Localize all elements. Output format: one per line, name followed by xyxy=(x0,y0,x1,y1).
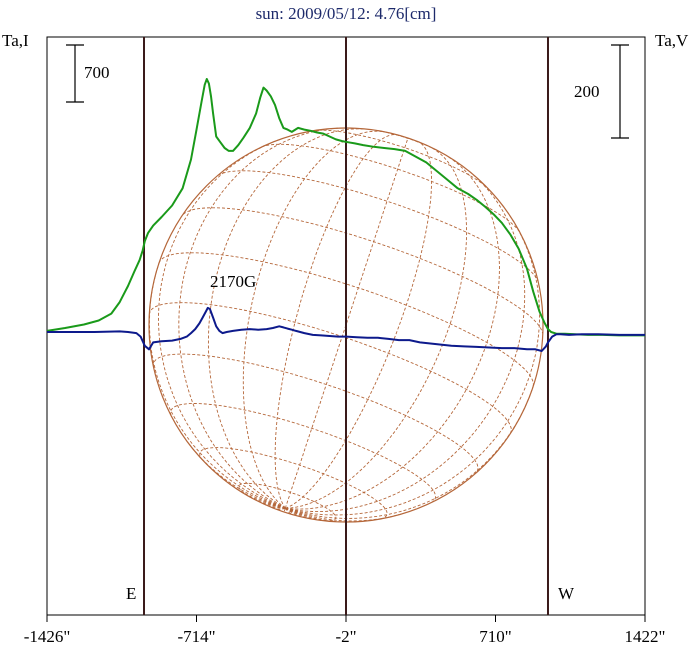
scale-left-label: 700 xyxy=(84,63,110,82)
longitude-line xyxy=(274,134,398,509)
scale-right-label: 200 xyxy=(574,82,600,101)
active-region-annotation: 2170G xyxy=(210,272,256,291)
longitude-line xyxy=(285,155,500,510)
latitude-line xyxy=(376,129,438,151)
longitude-line xyxy=(178,127,339,509)
longitude-line xyxy=(285,213,541,516)
longitude-line xyxy=(283,508,286,512)
longitude-line xyxy=(285,147,468,509)
latitude-line xyxy=(313,129,489,189)
latitude-line xyxy=(183,207,544,334)
longitude-line xyxy=(285,141,433,509)
latitude-line xyxy=(152,353,479,474)
longitude-line xyxy=(158,138,286,509)
x-tick-label: -714" xyxy=(177,627,215,646)
longitude-line xyxy=(285,386,534,519)
chart-title: sun: 2009/05/12: 4.76[cm] xyxy=(256,4,437,23)
latitude-line xyxy=(261,143,521,234)
longitude-line xyxy=(250,497,286,509)
east-limb-label: E xyxy=(126,584,136,603)
longitude-line xyxy=(285,507,346,523)
longitude-line xyxy=(148,262,286,509)
longitude-line xyxy=(284,508,292,515)
latitude-line xyxy=(148,302,512,435)
latitude-line xyxy=(217,170,539,282)
longitude-line xyxy=(207,128,366,509)
longitude-line xyxy=(242,130,384,509)
longitude-line xyxy=(285,507,304,518)
y-left-label: Ta,I xyxy=(2,31,29,50)
x-tick-label: 710" xyxy=(479,627,511,646)
series-group xyxy=(46,78,645,352)
longitude-line xyxy=(276,507,286,510)
intensity-series-line xyxy=(46,78,645,337)
latitude-line xyxy=(170,403,437,503)
x-tick-label: -1426" xyxy=(24,627,71,646)
west-limb-label: W xyxy=(558,584,575,603)
longitude-line xyxy=(285,507,320,521)
limb-markers xyxy=(143,37,549,615)
longitude-line xyxy=(264,504,286,509)
x-tick-label: 1422" xyxy=(625,627,666,646)
polarization-series-line xyxy=(47,306,645,352)
x-axis-ticks: -1426" -714" -2" 710" 1422" xyxy=(24,615,666,646)
y-right-label: Ta,V xyxy=(655,31,689,50)
longitude-line xyxy=(285,507,402,522)
scale-bar-left xyxy=(66,44,84,103)
scale-bar-right xyxy=(611,44,629,139)
x-tick-label: -2" xyxy=(335,627,356,646)
longitude-line xyxy=(284,137,409,509)
longitude-line xyxy=(228,483,286,509)
longitude-line xyxy=(285,171,526,513)
